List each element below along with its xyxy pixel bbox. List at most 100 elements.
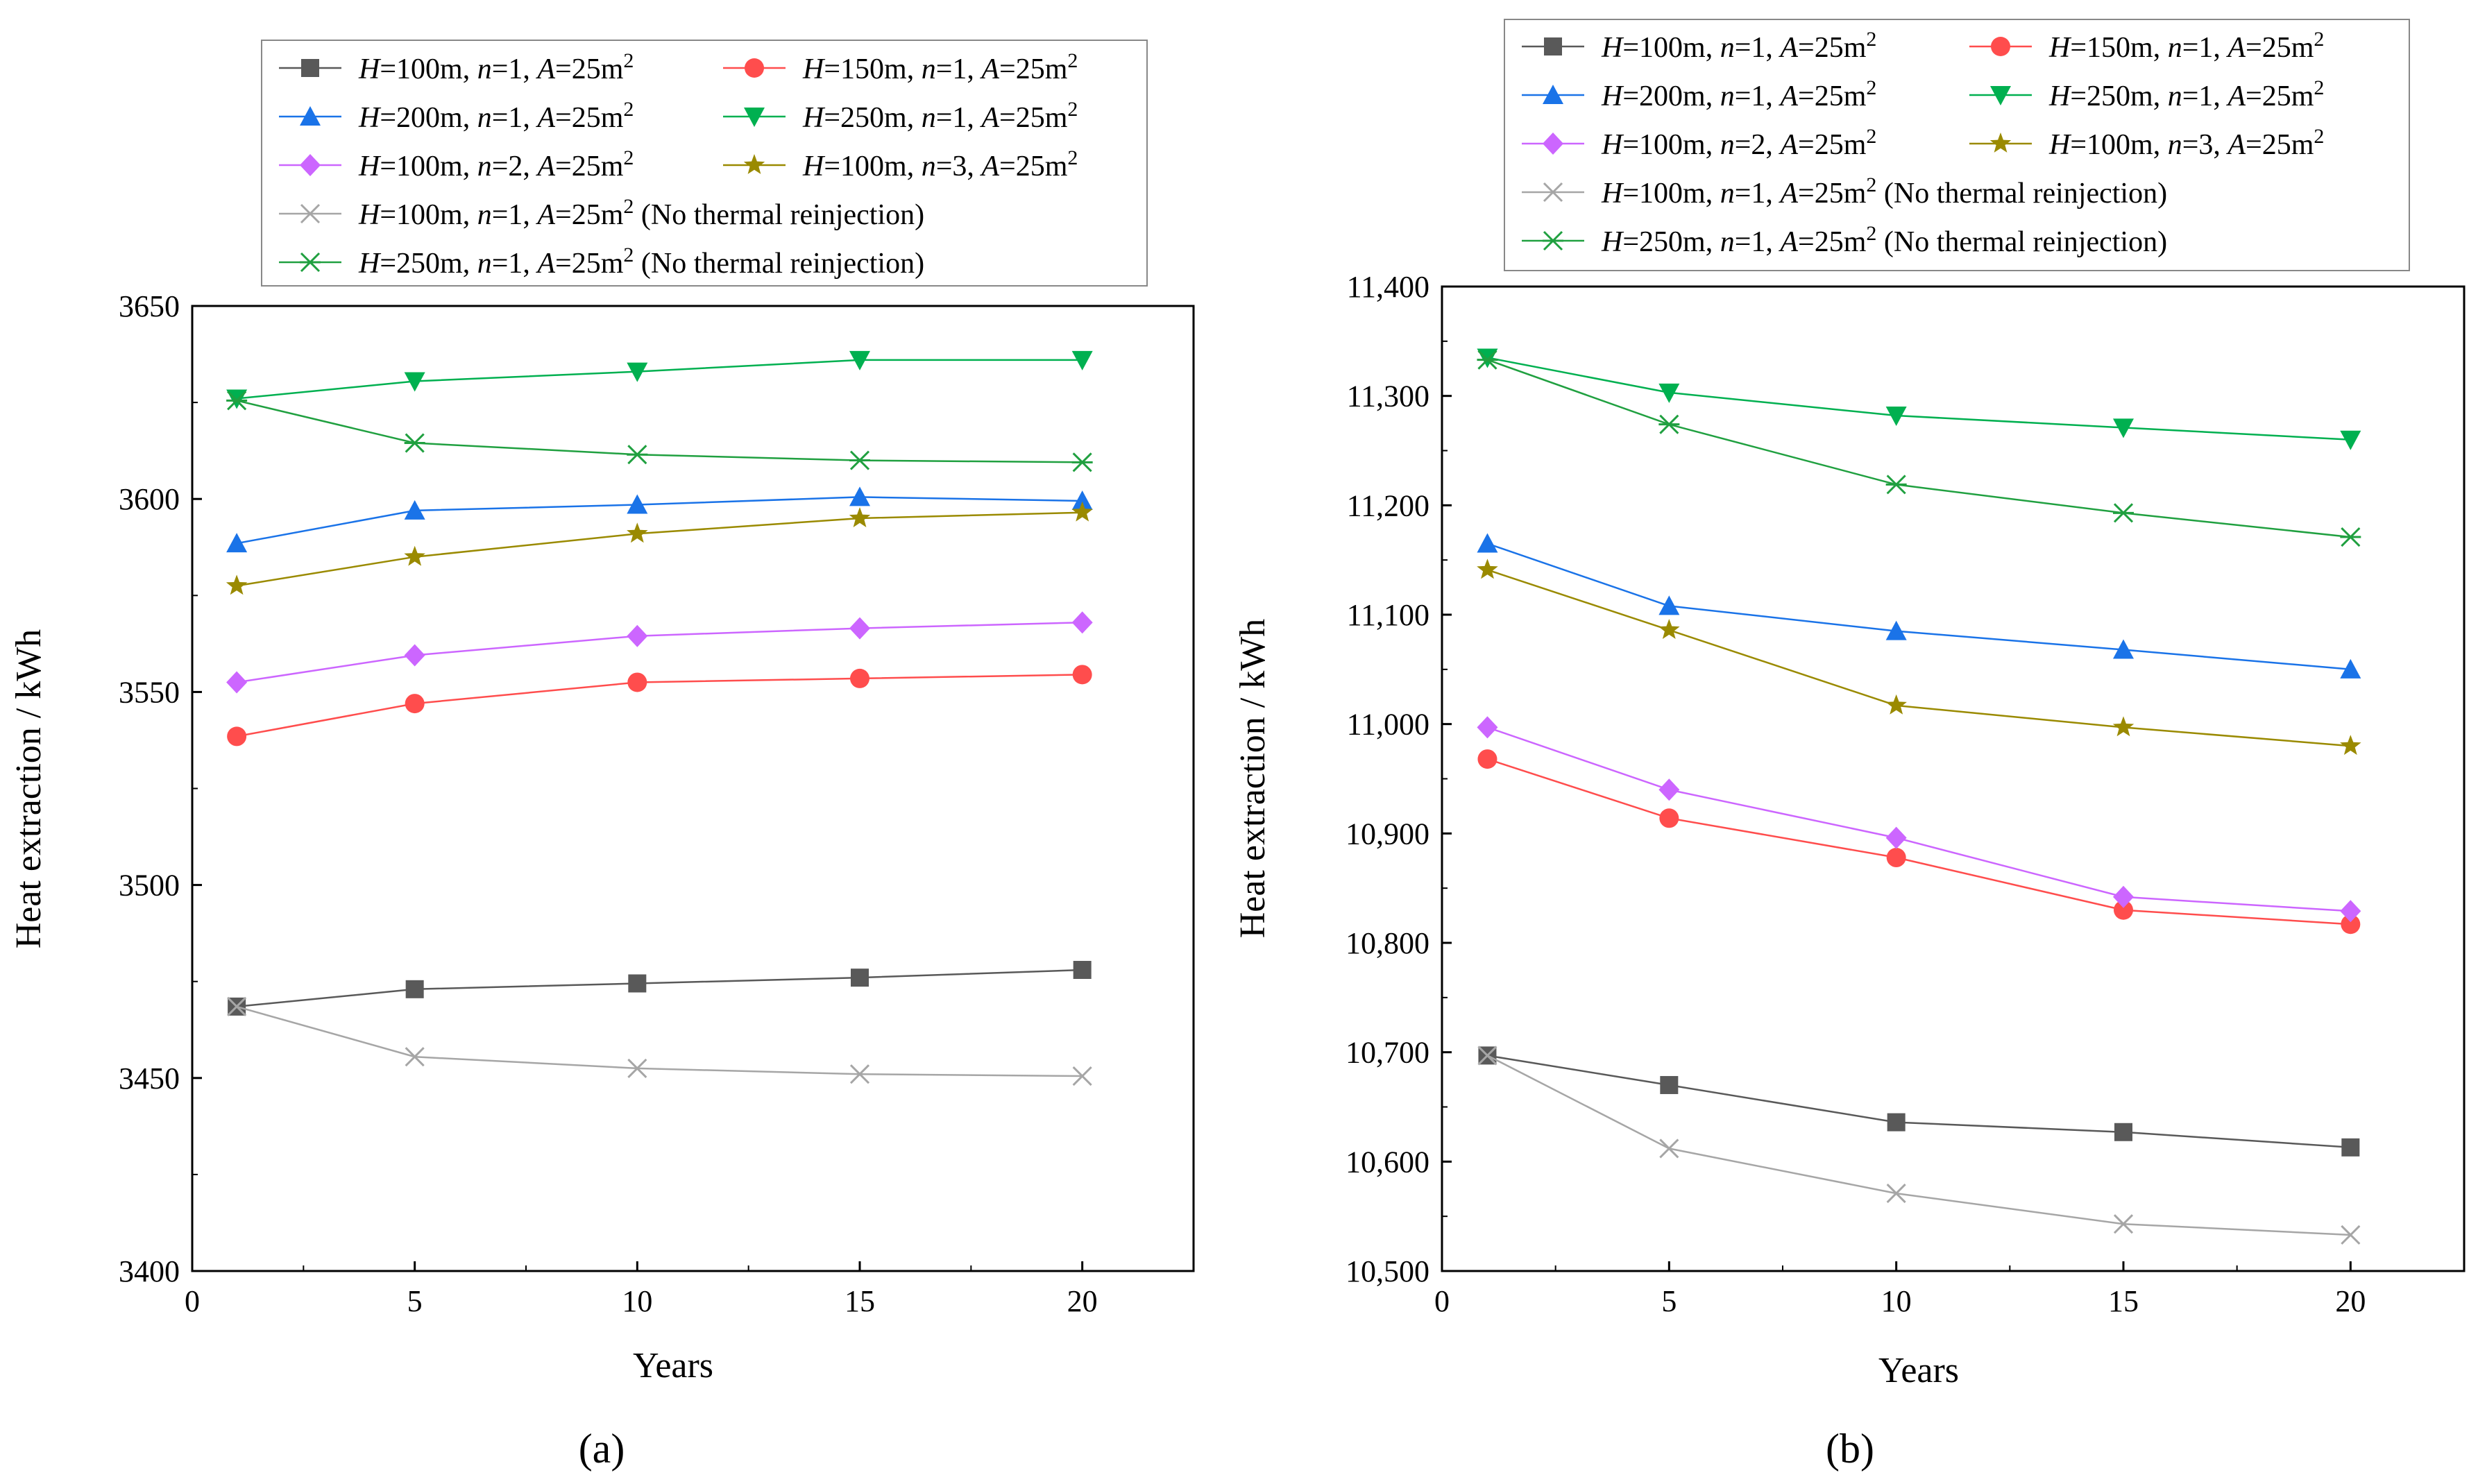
- data-point-a-4-4: [1071, 611, 1093, 634]
- data-point-a-2-3: [849, 486, 870, 506]
- legend-b: H=100m, n=1, A=25m2 H=150m, n=1, A=25m2 H=…: [1504, 19, 2410, 271]
- legend-box-a: [261, 40, 1148, 287]
- data-point-a-4-3: [849, 617, 870, 640]
- data-point-a-1-3: [850, 668, 869, 688]
- legend-marker-b-2: [1543, 85, 1563, 104]
- series-line-b-0: [1487, 1055, 2351, 1149]
- data-point-b-2-3: [2113, 639, 2134, 659]
- data-point-b-2-2: [1885, 620, 1907, 640]
- series-line-a-6: [236, 1005, 1083, 1077]
- data-point-b-2-4: [2340, 658, 2361, 679]
- x-tick-label-b: 15: [2108, 1284, 2139, 1318]
- data-point-a-3-4: [1071, 350, 1093, 370]
- legend-label-a-0: H=100m, n=1, A=25m2: [358, 49, 634, 85]
- legend-label-a-6: H=100m, n=1, A=25m2 (No thermal reinject…: [358, 195, 924, 231]
- data-point-a-7-2: [627, 445, 648, 465]
- data-point-a-3-3: [849, 350, 870, 370]
- y-tick-label-a: 3600: [119, 482, 180, 516]
- data-point-b-2-1: [1658, 595, 1680, 615]
- panel-label-a: (a): [579, 1426, 625, 1472]
- data-point-b-4-4: [2340, 900, 2361, 923]
- legend-marker-a-2: [300, 106, 321, 126]
- y-tick-label-a: 3550: [119, 675, 180, 709]
- series-line-a-1: [236, 674, 1083, 737]
- data-point-b-7-4: [2340, 527, 2361, 547]
- data-point-b-1-0: [1477, 749, 1497, 769]
- data-point-b-0-1: [1660, 1075, 1679, 1094]
- data-point-a-3-1: [404, 372, 425, 392]
- series-line-a-7: [236, 400, 1083, 463]
- x-tick-label-a: 20: [1067, 1284, 1098, 1318]
- legend-marker-b-4: [1543, 133, 1563, 155]
- data-point-a-6-1: [405, 1047, 425, 1067]
- legend-label-a-2: H=200m, n=1, A=25m2: [358, 98, 634, 134]
- data-point-b-7-2: [1885, 475, 1907, 495]
- data-point-a-1-1: [405, 694, 425, 714]
- series-line-b-1: [1487, 758, 2351, 926]
- series-line-a-0: [236, 969, 1083, 1008]
- data-point-a-4-2: [627, 624, 648, 647]
- y-tick-label-b: 11,000: [1347, 708, 1429, 742]
- y-tick-label-b: 10,800: [1346, 926, 1429, 960]
- y-tick-label-b: 11,300: [1347, 379, 1429, 413]
- legend-marker-a-6: [300, 203, 321, 224]
- legend-label-a-4: H=100m, n=2, A=25m2: [358, 146, 634, 182]
- panel-label-b: (b): [1826, 1426, 1874, 1472]
- data-point-b-1-1: [1659, 808, 1679, 828]
- series-line-a-3: [236, 359, 1083, 400]
- data-point-b-4-2: [1885, 826, 1907, 849]
- data-point-a-0-2: [628, 974, 647, 993]
- legend-marker-b-0: [1544, 37, 1562, 56]
- data-point-b-0-2: [1887, 1113, 1906, 1132]
- legend-marker-a-0: [301, 59, 319, 77]
- legend-label-a-1: H=150m, n=1, A=25m2: [802, 49, 1078, 85]
- legend-marker-a-7: [300, 252, 321, 273]
- x-tick-label-a: 0: [185, 1284, 200, 1318]
- data-point-b-4-1: [1658, 778, 1680, 801]
- x-tick-label-a: 15: [845, 1284, 875, 1318]
- legend-marker-b-1: [1991, 37, 2010, 56]
- data-point-b-5-3: [2112, 716, 2135, 737]
- data-point-b-6-3: [2113, 1214, 2134, 1234]
- series-line-a-5: [236, 511, 1083, 587]
- data-point-b-7-1: [1658, 414, 1680, 434]
- x-tick-label-a: 10: [622, 1284, 652, 1318]
- data-point-b-3-1: [1658, 383, 1680, 403]
- x-tick-label-b: 5: [1661, 1284, 1677, 1318]
- y-tick-label-a: 3500: [119, 869, 180, 903]
- data-point-a-6-3: [849, 1064, 870, 1084]
- chart-panel-a: 0 5 10 15 20 3400 3450 3500 3550 3600 3650 Years H…: [9, 40, 1195, 1472]
- data-point-a-5-2: [627, 522, 648, 543]
- y-tick-label-a: 3400: [119, 1254, 180, 1288]
- data-point-a-1-0: [227, 726, 247, 747]
- data-point-a-2-4: [1071, 490, 1093, 510]
- legend-label-b-4: H=100m, n=2, A=25m2: [1601, 125, 1876, 161]
- x-axis-label-b: Years: [1878, 1351, 1959, 1390]
- series-line-a-2: [236, 496, 1083, 545]
- data-point-b-6-4: [2341, 1225, 2361, 1245]
- data-point-a-0-3: [851, 969, 869, 987]
- data-point-a-0-4: [1073, 961, 1092, 980]
- data-point-b-3-4: [2340, 430, 2361, 450]
- axes-a: 0 5 10 15 20 3400 3450 3500 3550 3600 3650: [119, 289, 1098, 1318]
- y-tick-label-b: 11,400: [1347, 270, 1429, 304]
- data-point-b-5-4: [2340, 735, 2361, 756]
- y-tick-label-b: 10,900: [1346, 817, 1429, 851]
- data-point-b-5-2: [1885, 694, 1907, 715]
- data-point-a-7-0: [226, 391, 248, 411]
- series-layer-a: [226, 350, 1093, 1086]
- data-point-a-5-3: [849, 507, 871, 527]
- legend-label-b-5: H=100m, n=3, A=25m2: [2048, 125, 2324, 161]
- legend-label-a-3: H=250m, n=1, A=25m2: [802, 98, 1078, 134]
- legend-marker-a-3: [744, 108, 765, 127]
- data-point-a-5-4: [1071, 501, 1093, 522]
- y-axis-label-a: Heat extraction / kWh: [9, 629, 49, 949]
- data-point-b-7-0: [1477, 350, 1498, 370]
- data-point-b-5-1: [1658, 619, 1680, 639]
- legend-label-b-0: H=100m, n=1, A=25m2: [1601, 28, 1876, 64]
- data-point-b-4-3: [2113, 885, 2134, 908]
- data-point-a-2-2: [627, 494, 648, 514]
- x-tick-label-b: 20: [2335, 1284, 2366, 1318]
- x-tick-label-b: 10: [1881, 1284, 1912, 1318]
